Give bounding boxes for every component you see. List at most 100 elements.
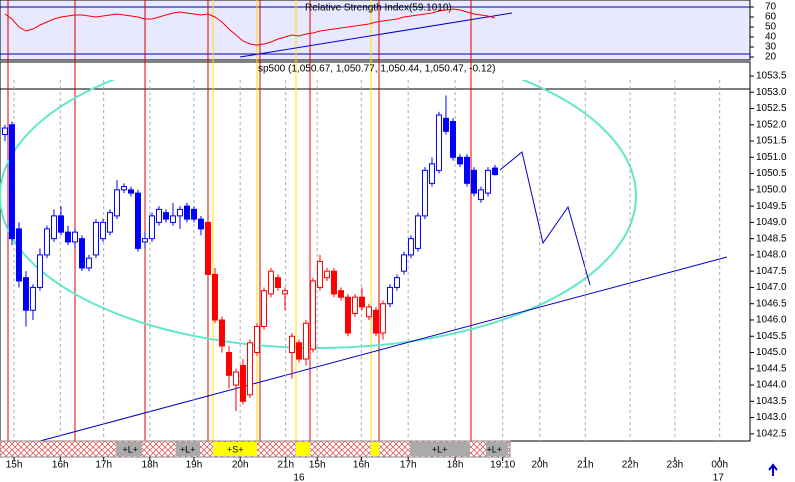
rsi-y-tick-label: 70 — [765, 2, 777, 13]
y-tick-label: 1045.5 — [756, 331, 787, 342]
candle-body — [36, 254, 43, 288]
candle-body — [253, 325, 260, 354]
candle-body — [239, 365, 246, 402]
signal-box — [213, 442, 257, 456]
x-tick-label: 21h — [277, 460, 294, 471]
y-tick-label: 1053.0 — [756, 87, 787, 98]
candle-body — [218, 319, 225, 347]
candle-body — [400, 254, 407, 272]
candle-body — [211, 273, 218, 321]
candle-body — [372, 309, 379, 334]
x-tick-label: 00h — [711, 460, 728, 471]
y-tick-label: 1048.0 — [756, 250, 787, 261]
candle-body — [484, 169, 491, 194]
x-tick-label: 17h — [95, 460, 112, 471]
candle-body — [57, 215, 64, 233]
x-tick-label: 17h — [400, 460, 417, 471]
candle-body — [421, 169, 428, 217]
candle-body — [162, 212, 169, 220]
candle-body — [407, 238, 414, 256]
ellipse-drawing — [0, 80, 637, 349]
candle-body — [365, 306, 372, 318]
candle-body — [15, 228, 22, 282]
signal-box — [296, 442, 310, 456]
candle-body — [386, 286, 393, 305]
x-tick-label: 16h — [52, 460, 69, 471]
candle-body — [8, 124, 15, 240]
candle-body — [232, 371, 239, 386]
x-tick-label: 22h — [622, 460, 639, 471]
signal-box — [410, 442, 470, 456]
candle-body — [295, 342, 302, 360]
signal-box — [176, 442, 200, 456]
candle-body — [183, 205, 190, 220]
y-tick-label: 1051.5 — [756, 136, 787, 147]
y-tick-label: 1049.0 — [756, 217, 787, 228]
projection-line — [499, 151, 591, 286]
signal-label: +L+ — [123, 444, 139, 454]
candle-body — [155, 208, 162, 223]
candle-body — [106, 212, 113, 233]
rsi-y-tick-label: 60 — [765, 12, 777, 23]
rsi-line — [4, 8, 496, 46]
candle-body — [99, 221, 106, 240]
candle-body — [344, 296, 351, 334]
scroll-arrow[interactable] — [768, 463, 778, 476]
x-tick-label: 18h — [447, 460, 464, 471]
x-tick-label: 15h — [6, 460, 23, 471]
rsi-y-tick-label: 50 — [765, 22, 777, 33]
candle-body — [50, 215, 57, 240]
candle-body — [393, 277, 400, 288]
candle-body — [92, 221, 99, 256]
y-tick-label: 1053.5 — [756, 71, 787, 82]
candle-body — [85, 257, 92, 269]
date-label: 17 — [713, 473, 725, 482]
x-tick-label: 19:10 — [490, 460, 515, 471]
rsi-y-tick-label: 20 — [765, 52, 777, 63]
candle-body — [141, 238, 148, 243]
rsi-trend-line — [239, 12, 513, 58]
rsi-title: Relative Strength Index(59.1010) — [305, 3, 452, 14]
candle-body — [29, 286, 36, 311]
x-tick-label: 23h — [667, 460, 684, 471]
date-label: 16 — [293, 473, 305, 482]
candle-body — [442, 117, 449, 132]
candle-body — [358, 296, 365, 308]
x-tick-label: 15h — [309, 460, 326, 471]
candle-body — [281, 290, 288, 295]
signal-box — [116, 442, 142, 456]
candle-body — [456, 156, 463, 165]
candle-body — [323, 270, 330, 279]
signal-label: +L+ — [180, 444, 196, 454]
y-tick-label: 1043.5 — [756, 396, 787, 407]
y-tick-label: 1044.5 — [756, 363, 787, 374]
y-tick-label: 1047.5 — [756, 266, 787, 277]
drawings — [0, 80, 728, 441]
candle-body — [337, 290, 344, 298]
candle-body — [190, 208, 197, 220]
candle-body — [1, 127, 8, 136]
candle-body — [78, 238, 85, 269]
candle-body — [197, 218, 204, 230]
candle-body — [491, 167, 498, 176]
candle-body — [148, 215, 155, 240]
candle-body — [246, 342, 253, 396]
y-tick-label: 1052.5 — [756, 103, 787, 114]
y-tick-label: 1051.0 — [756, 152, 787, 163]
session-lines — [7, 0, 472, 441]
candle-body — [351, 296, 358, 314]
y-tick-label: 1044.0 — [756, 380, 787, 391]
y-tick-label: 1043.0 — [756, 412, 787, 423]
y-tick-label: 1045.0 — [756, 347, 787, 358]
candle-body — [134, 192, 141, 249]
trend-line — [39, 256, 728, 441]
candle-body — [470, 169, 477, 194]
candle-body — [449, 121, 456, 158]
rsi-panel — [0, 0, 751, 61]
signal-box — [486, 442, 508, 456]
candle-body — [113, 189, 120, 217]
signal-label: +L+ — [432, 444, 448, 454]
candle-body — [477, 189, 484, 201]
